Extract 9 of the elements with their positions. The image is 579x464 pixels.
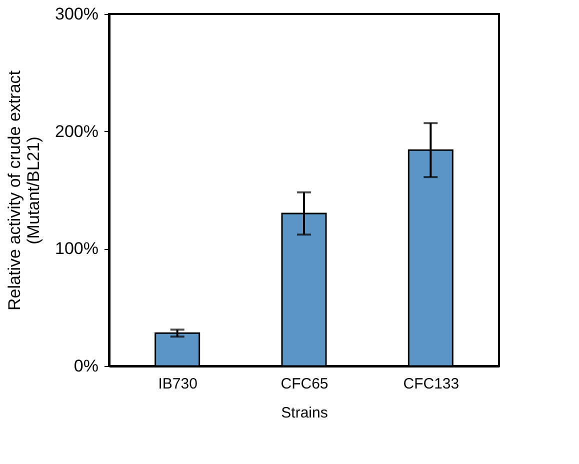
y-tick-label: 300% xyxy=(55,4,98,24)
x-tick-label: IB730 xyxy=(158,376,198,392)
x-tick-label: CFC133 xyxy=(403,376,460,392)
y-tick-label: 0% xyxy=(74,356,98,376)
x-axis-title: Strains xyxy=(281,404,328,422)
x-tick-label: CFC65 xyxy=(280,376,328,392)
y-axis-title: Relative activity of crude extract (Mutant/BL21) xyxy=(5,70,44,310)
y-tick-label: 100% xyxy=(55,239,98,258)
y-tick-label: 200% xyxy=(55,122,98,141)
